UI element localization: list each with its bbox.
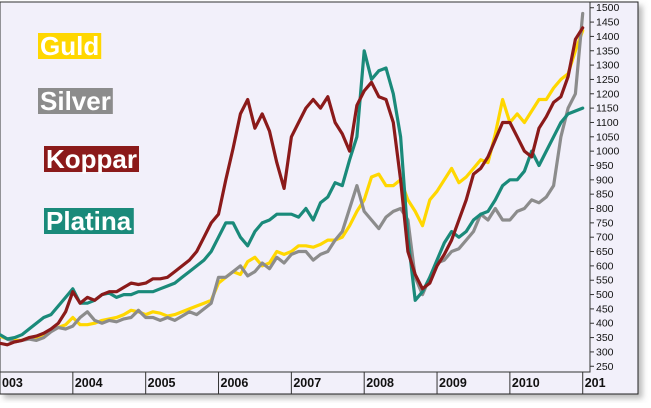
y-tick-label: 1300 <box>596 60 620 72</box>
y-tick-label: 800 <box>596 203 614 215</box>
y-tick-label: 300 <box>596 346 614 358</box>
plot-area <box>0 1 591 373</box>
legend-item-silver: Silver <box>38 86 113 116</box>
y-tick-label: 900 <box>596 174 614 186</box>
series-lines <box>0 11 585 347</box>
legend-swatch <box>38 33 102 59</box>
x-tick-label: 201 <box>585 376 606 390</box>
legend-swatch <box>44 146 139 172</box>
y-tick-label: 850 <box>596 189 614 201</box>
legend-swatch <box>38 88 113 114</box>
y-tick-label: 600 <box>596 260 614 272</box>
x-tick-label: 2007 <box>293 376 321 390</box>
y-tick-label: 750 <box>596 217 614 229</box>
y-tick-label: 1150 <box>596 103 619 115</box>
y-tick-label: 1000 <box>596 146 620 158</box>
legend-label: Guld <box>40 31 99 61</box>
x-tick-label: 003 <box>2 376 23 390</box>
legend-label: Koppar <box>46 144 137 174</box>
y-tick-label: 700 <box>596 232 614 244</box>
x-tick-label: 2006 <box>221 376 249 390</box>
y-tick-label: 1350 <box>596 45 620 57</box>
x-tick-label: 2008 <box>366 376 394 390</box>
y-tick-label: 950 <box>596 160 614 172</box>
y-tick-label: 1200 <box>596 88 620 100</box>
x-tick-label: 2010 <box>512 376 540 390</box>
y-tick-label: 250 <box>596 361 614 373</box>
x-tick-label: 2004 <box>75 376 103 390</box>
y-tick-label: 350 <box>596 332 614 344</box>
y-tick-label: 550 <box>596 275 614 287</box>
y-tick-label: 1500 <box>596 2 620 14</box>
y-tick-label: 500 <box>596 289 614 301</box>
y-tick-label: 1050 <box>596 131 620 143</box>
legend-swatch <box>44 208 134 234</box>
series-line-koppar <box>0 26 585 347</box>
legend-item-guld: Guld <box>38 31 102 61</box>
y-tick-label: 1100 <box>596 117 619 129</box>
y-tick-label: 650 <box>596 246 614 258</box>
y-axis: 250 300 350 400 450 500 550 600 650 700 750 800 850 9… <box>590 2 620 373</box>
x-tick-label: 2005 <box>148 376 176 390</box>
legend-item-platina: Platina <box>44 206 134 236</box>
x-axis: 003 2004 2005 2006 2007 2008 2009 2010 201 <box>0 371 606 394</box>
legend-label: Platina <box>46 206 132 236</box>
y-tick-label: 400 <box>596 318 614 330</box>
y-tick-label: 1450 <box>596 17 620 29</box>
series-line-silver <box>0 11 585 344</box>
y-tick-label: 450 <box>596 303 614 315</box>
x-tick-label: 2009 <box>439 376 467 390</box>
y-tick-label: 1400 <box>596 31 620 43</box>
y-tick-label: 1250 <box>596 74 620 86</box>
legend-item-koppar: Koppar <box>44 144 139 174</box>
legend-label: Silver <box>40 86 111 116</box>
legend: Guld Silver Koppar Platina <box>38 31 139 236</box>
